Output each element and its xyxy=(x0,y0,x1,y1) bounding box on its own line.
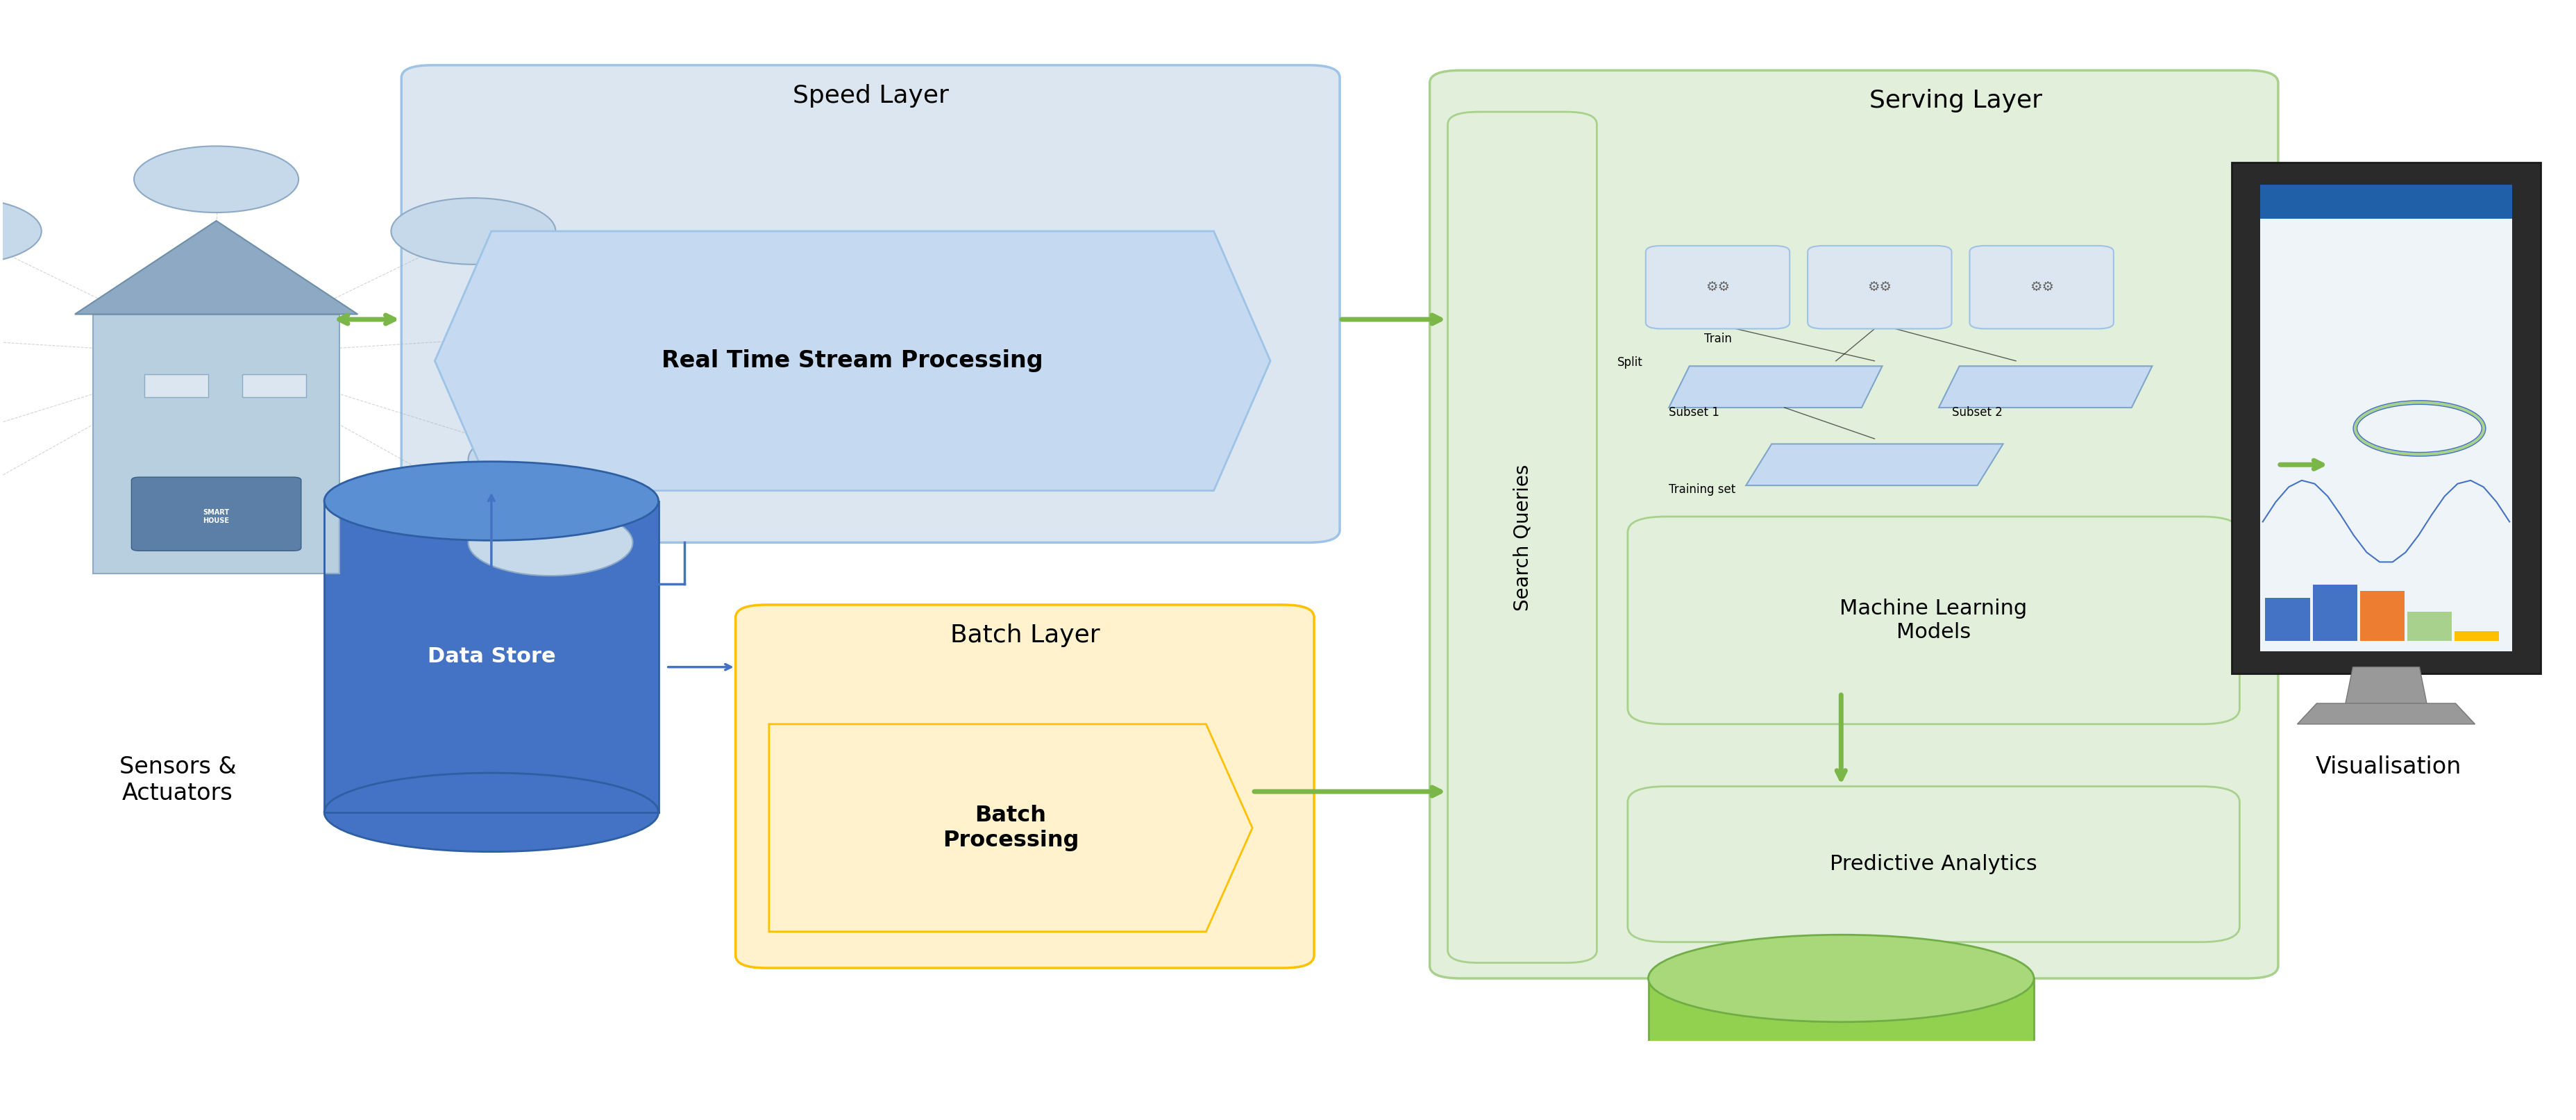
Ellipse shape xyxy=(325,773,659,851)
FancyBboxPatch shape xyxy=(1646,245,1790,329)
FancyBboxPatch shape xyxy=(2360,590,2403,641)
Circle shape xyxy=(392,198,556,264)
Text: Predictive Analytics: Predictive Analytics xyxy=(1829,855,2038,875)
Text: Speed Layer: Speed Layer xyxy=(793,84,948,108)
FancyBboxPatch shape xyxy=(734,605,1314,968)
Polygon shape xyxy=(75,221,358,315)
FancyBboxPatch shape xyxy=(2313,585,2357,641)
Circle shape xyxy=(134,146,299,213)
Polygon shape xyxy=(435,231,1270,491)
Polygon shape xyxy=(1937,366,2151,408)
FancyBboxPatch shape xyxy=(2231,162,2540,673)
FancyBboxPatch shape xyxy=(1430,71,2277,979)
FancyBboxPatch shape xyxy=(242,374,307,398)
FancyBboxPatch shape xyxy=(2259,185,2512,218)
FancyBboxPatch shape xyxy=(1448,112,1597,963)
Ellipse shape xyxy=(325,461,659,541)
Circle shape xyxy=(469,427,634,493)
Text: Training set: Training set xyxy=(1669,483,1736,495)
Polygon shape xyxy=(768,725,1252,932)
Text: Batch Layer: Batch Layer xyxy=(951,624,1100,647)
FancyBboxPatch shape xyxy=(402,65,1340,542)
Text: SMART
HOUSE: SMART HOUSE xyxy=(204,510,229,524)
Circle shape xyxy=(0,198,41,264)
Polygon shape xyxy=(93,315,340,573)
Text: Sensors &
Actuators: Sensors & Actuators xyxy=(118,755,237,804)
FancyBboxPatch shape xyxy=(131,477,301,551)
Polygon shape xyxy=(1669,366,1880,408)
Text: Result Store: Result Store xyxy=(1752,1107,1929,1120)
Polygon shape xyxy=(1747,444,2002,485)
FancyBboxPatch shape xyxy=(1968,245,2112,329)
Circle shape xyxy=(469,301,634,368)
FancyBboxPatch shape xyxy=(1628,786,2239,942)
FancyBboxPatch shape xyxy=(2264,598,2311,641)
Text: Subset 2: Subset 2 xyxy=(1950,407,2002,419)
Text: Subset 1: Subset 1 xyxy=(1669,407,1718,419)
Text: Visualisation: Visualisation xyxy=(2316,755,2460,778)
Text: Search Queries: Search Queries xyxy=(1512,464,1533,610)
Text: Serving Layer: Serving Layer xyxy=(1868,88,2043,113)
Text: ⚙⚙: ⚙⚙ xyxy=(1868,281,1891,293)
Circle shape xyxy=(469,510,634,576)
Text: Batch
Processing: Batch Processing xyxy=(943,804,1079,851)
Text: Machine Learning
Models: Machine Learning Models xyxy=(1839,598,2027,642)
Polygon shape xyxy=(325,501,659,812)
FancyBboxPatch shape xyxy=(2406,612,2452,641)
Text: Real Time Stream Processing: Real Time Stream Processing xyxy=(662,349,1043,372)
FancyBboxPatch shape xyxy=(1808,245,1950,329)
Polygon shape xyxy=(2344,668,2427,709)
Text: Train: Train xyxy=(1703,333,1731,345)
Ellipse shape xyxy=(1649,935,2032,1021)
FancyBboxPatch shape xyxy=(144,374,209,398)
Text: Data Store: Data Store xyxy=(428,646,556,666)
FancyBboxPatch shape xyxy=(1628,516,2239,725)
FancyBboxPatch shape xyxy=(2455,632,2499,641)
Text: ⚙⚙: ⚙⚙ xyxy=(1705,281,1728,293)
Text: Split: Split xyxy=(1618,356,1643,368)
Text: ⚙⚙: ⚙⚙ xyxy=(2030,281,2053,293)
Polygon shape xyxy=(1649,979,2032,1120)
Polygon shape xyxy=(2298,703,2476,725)
FancyBboxPatch shape xyxy=(2259,185,2512,652)
